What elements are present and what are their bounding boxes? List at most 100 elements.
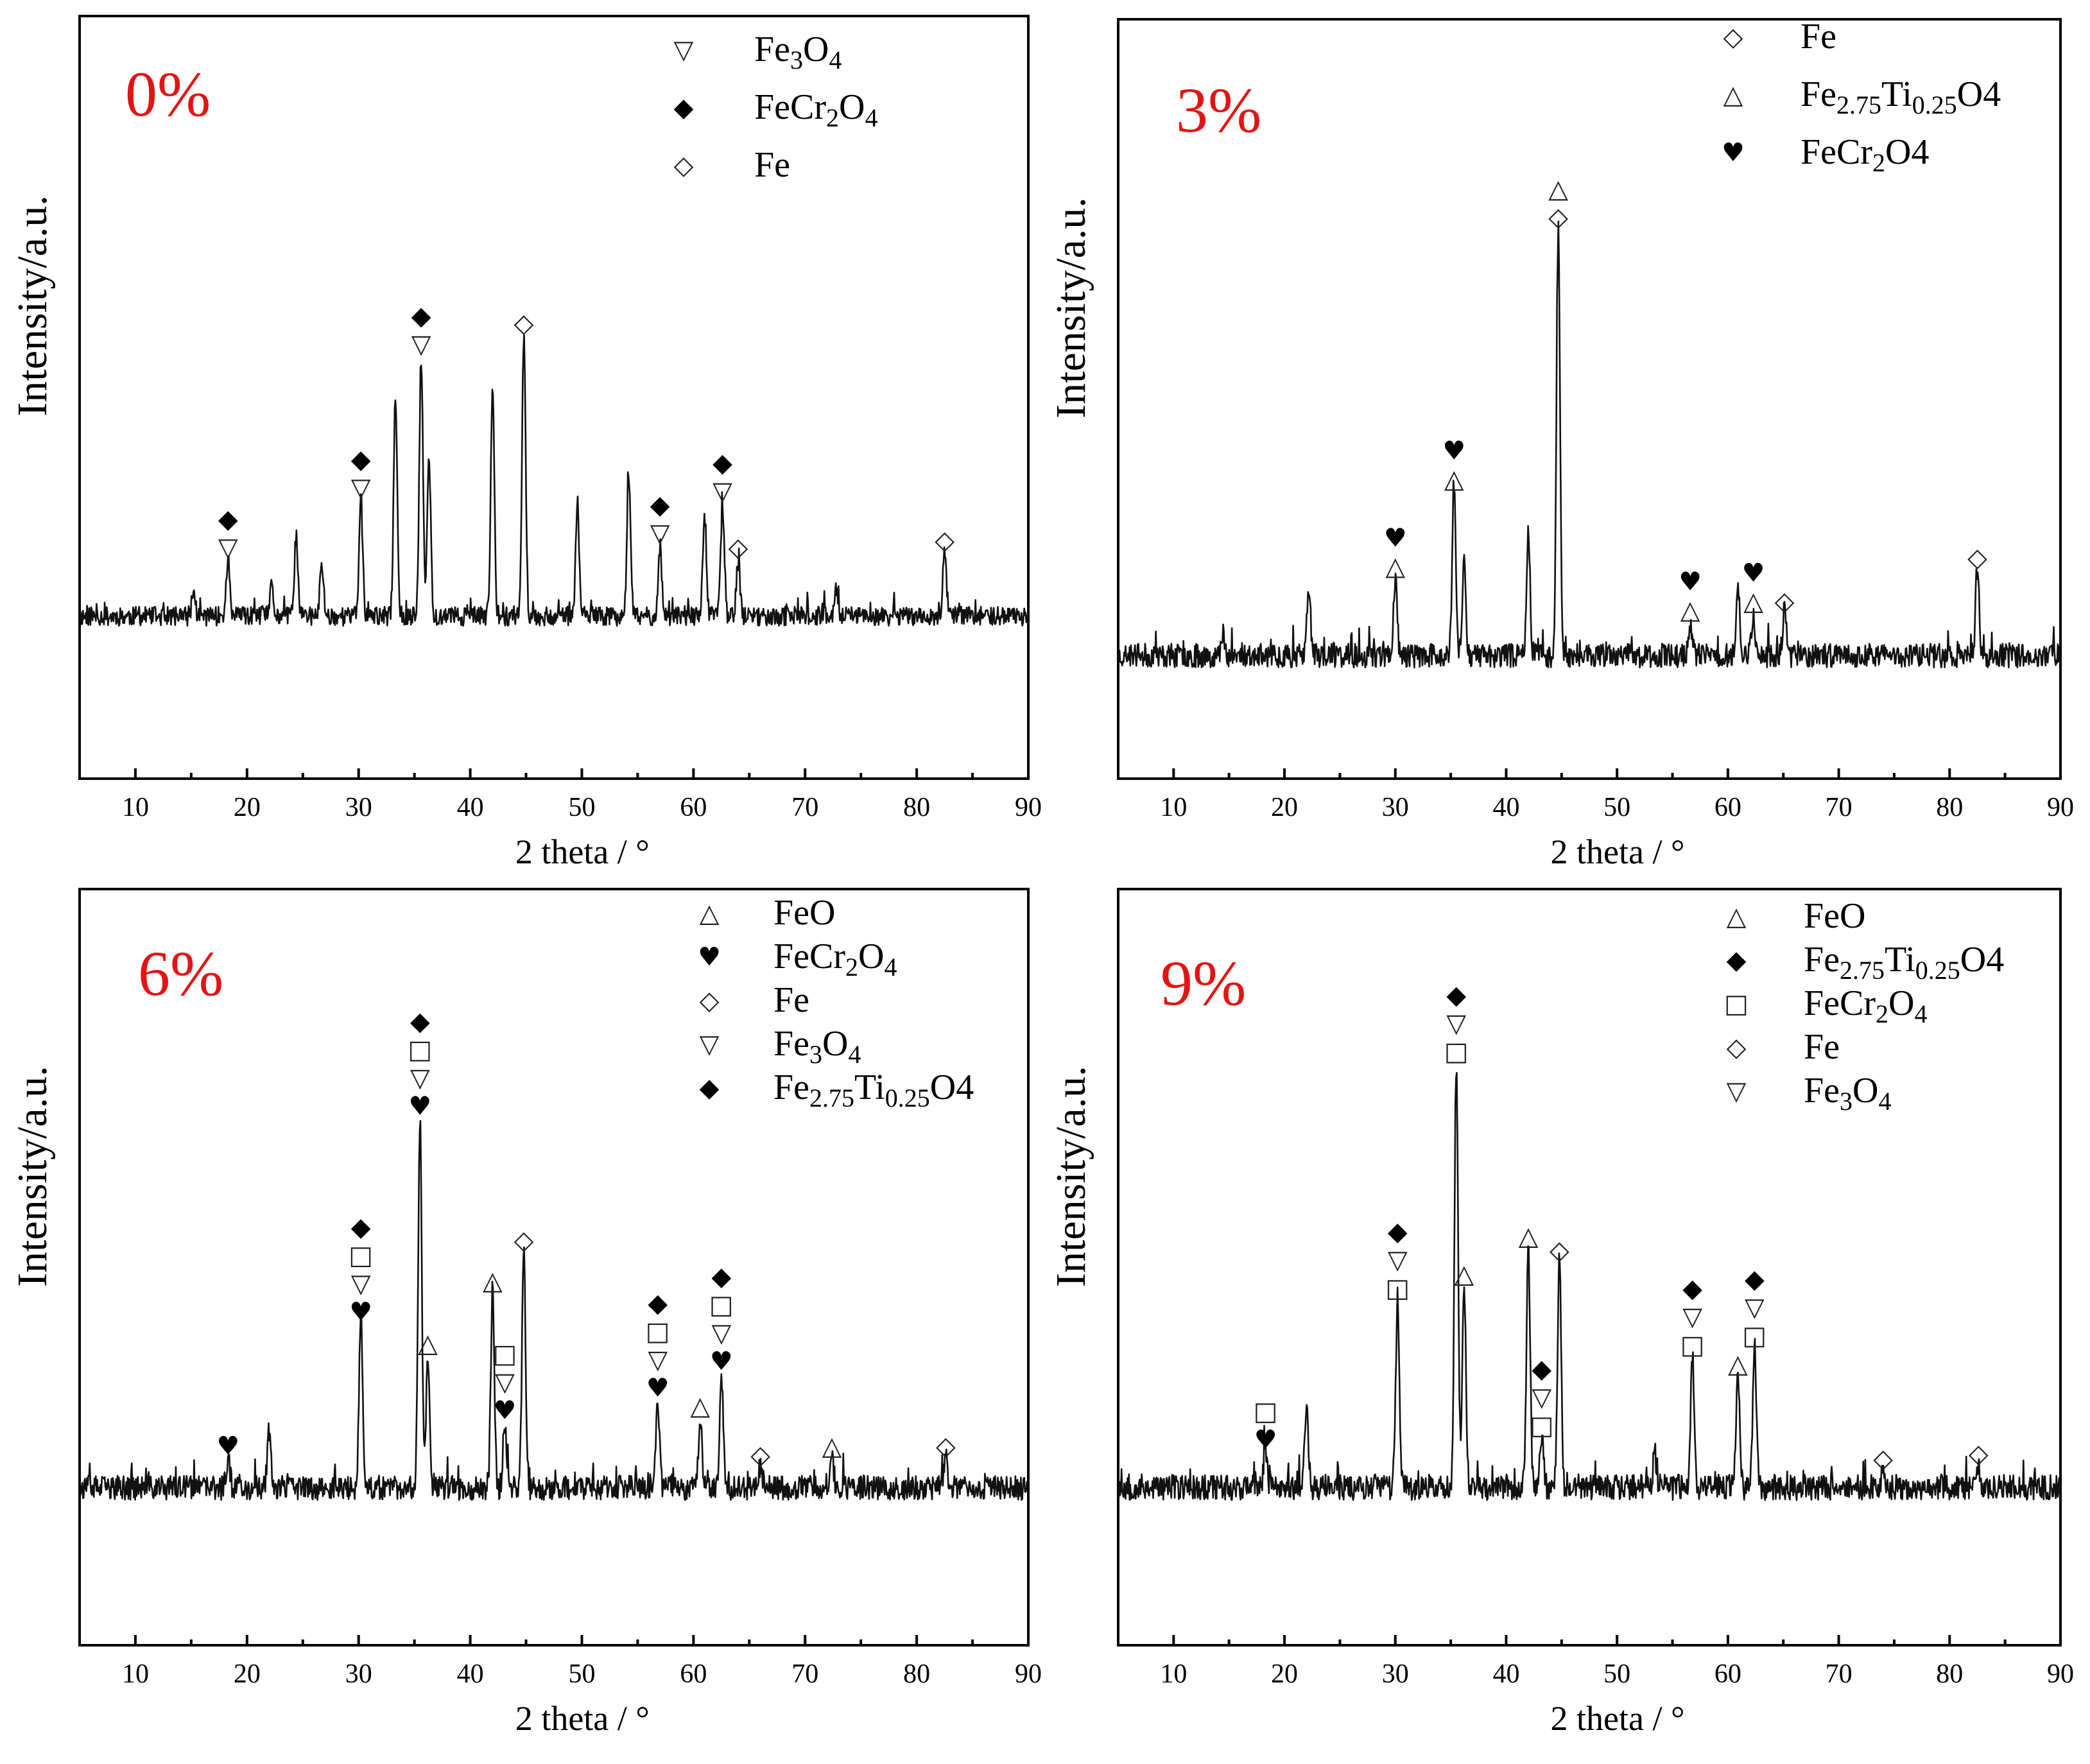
legend-label: FeO [773,893,835,933]
x-axis-label: 2 theta / ° [1551,1699,1685,1738]
phase-marker-2-2: ▽ [410,1063,430,1093]
panel-label: 3% [1176,74,1261,146]
phase-marker-1-3: ♥ [349,1297,372,1327]
phase-marker-0-0: □ [1254,1397,1278,1426]
phase-marker-6-0: ◇ [1550,1236,1569,1265]
x-tick-label: 70 [791,1659,818,1689]
phase-marker-legend-4: ▽ [1727,1077,1747,1106]
phase-marker-7-3: ♥ [646,1374,669,1403]
legend-label: Fe3O4 [1804,1071,1891,1116]
x-tick-label: 90 [2047,793,2074,822]
x-tick-label: 40 [457,793,484,822]
legend-entry: ◆ Fe2.75Ti0.25O4 [700,1068,974,1112]
legend-label: FeCr2O4 [754,87,877,132]
x-tick-label: 90 [2047,1659,2074,1689]
plot-frame [1117,888,2062,1647]
legend-entry: ◆ Fe2.75Ti0.25O4 [1727,940,2005,985]
legend-entry: △ FeO [700,893,836,933]
x-tick-label: 70 [1826,1659,1852,1689]
phase-marker-2-1: ▽ [411,330,431,359]
x-tick-label: 70 [791,793,818,822]
phase-marker-legend-3: ▽ [700,1030,720,1059]
phase-marker-2-1: ◇ [1548,203,1568,232]
phase-marker-1-1: □ [349,1241,373,1270]
phase-marker-2-1: □ [408,1035,432,1064]
phase-marker-2-0: ◆ [411,302,431,331]
x-tick-label: 40 [1492,1659,1519,1689]
phase-marker-5-1: ▽ [1532,1383,1551,1412]
y-axis-label: Intensity/a.u. [9,1066,56,1287]
phase-marker-legend-1: ◆ [674,93,694,123]
x-tick-label: 10 [122,1659,149,1689]
phase-marker-legend-2: ♥ [1722,138,1745,168]
phase-marker-9-1: □ [709,1290,734,1320]
xrd-trace [78,1120,1030,1501]
phase-marker-legend-0: △ [1727,902,1747,931]
plot-frame [78,888,1030,1647]
phase-marker-4-1: ▽ [650,519,670,548]
phase-marker-legend-4: ◆ [700,1073,720,1103]
legend-label: Fe2.75Ti0.25O4 [773,1068,974,1112]
legend-label: Fe [1804,1027,1840,1067]
phase-marker-0-0: ◆ [218,505,238,534]
x-tick-label: 60 [680,793,707,822]
phase-marker-9-2: □ [1742,1321,1766,1351]
plot-frame [1117,18,2062,780]
legend-entry: ▽ Fe3O4 [700,1024,861,1069]
phase-marker-legend-1: ♥ [698,942,721,972]
phase-marker-1-0: ◆ [351,1213,371,1242]
phase-marker-9-0: ◆ [1745,1265,1765,1294]
phase-marker-3-0: ♥ [1679,567,1702,597]
x-tick-label: 30 [345,793,372,822]
xrd-trace [1117,1072,2062,1501]
legend-entry: ▽ Fe3O4 [674,30,842,74]
x-tick-label: 90 [1015,793,1042,822]
legend-label: Fe [1801,17,1836,56]
legend-entry: △ Fe2.75Ti0.25O4 [1723,74,2001,119]
phase-marker-7-2: ▽ [648,1345,668,1375]
phase-marker-4-0: △ [1519,1222,1539,1251]
phase-marker-legend-0: ▽ [674,35,694,65]
x-tick-label: 20 [234,1659,261,1689]
x-tick-label: 20 [234,793,261,822]
x-axis-label: 2 theta / ° [515,1699,650,1738]
legend-label: Fe [773,980,809,1020]
legend-entry: ◇ Fe [674,145,790,185]
legend-entry: ◇ Fe [1723,17,1836,56]
phase-marker-9-1: ▽ [1745,1293,1765,1322]
legend-label: Fe3O4 [773,1024,861,1069]
xrd-panel-3pct: 10 20 30 40 50 60 70 80 90 2 theta / ° Intensity/a… [1048,17,2074,871]
phase-marker-1-2: □ [1385,1274,1410,1303]
x-tick-label: 50 [568,1659,595,1689]
x-tick-label: 10 [1160,1659,1187,1689]
x-tick-label: 60 [1714,1659,1741,1689]
x-tick-label: 80 [1936,793,1963,822]
phase-marker-1-2: ▽ [351,1269,371,1299]
xrd-trace [1117,220,2062,669]
phase-marker-1-0: ♥ [1442,437,1465,466]
phase-marker-3-1: △ [1680,596,1700,625]
phase-marker-legend-1: ◆ [1727,946,1747,975]
y-axis-label: Intensity/a.u. [1048,1066,1094,1287]
x-tick-label: 20 [1271,1659,1298,1689]
phase-marker-3-0: △ [418,1329,438,1358]
x-tick-label: 90 [1015,1659,1042,1689]
phase-marker-9-0: ◆ [711,1262,731,1292]
xrd-panel-0pct: 10 20 30 40 50 60 70 80 90 2 theta / ° Intensity/a… [9,15,1042,871]
phase-marker-1-0: ◆ [351,445,371,474]
xrd-panel-6pct: 10 20 30 40 50 60 70 80 90 2 theta / ° Intensity/a… [9,888,1042,1738]
x-tick-label: 80 [903,793,930,822]
x-axis-label: 2 theta / ° [515,833,650,871]
phase-marker-legend-3: ◇ [1727,1033,1747,1062]
phase-marker-10-0: ◇ [1873,1444,1893,1474]
legend-entry: ♥ FeCr2O4 [1722,132,1929,177]
phase-marker-4-0: ◆ [650,490,670,520]
phase-marker-0-1: △ [1385,552,1405,582]
phase-marker-5-2: ♥ [494,1396,517,1425]
phase-marker-5-1: ▽ [712,477,732,506]
phase-marker-3-0: ◇ [514,309,534,338]
x-tick-label: 30 [345,1659,372,1689]
phase-marker-7-1: □ [646,1317,670,1347]
x-tick-label: 10 [1160,793,1187,822]
